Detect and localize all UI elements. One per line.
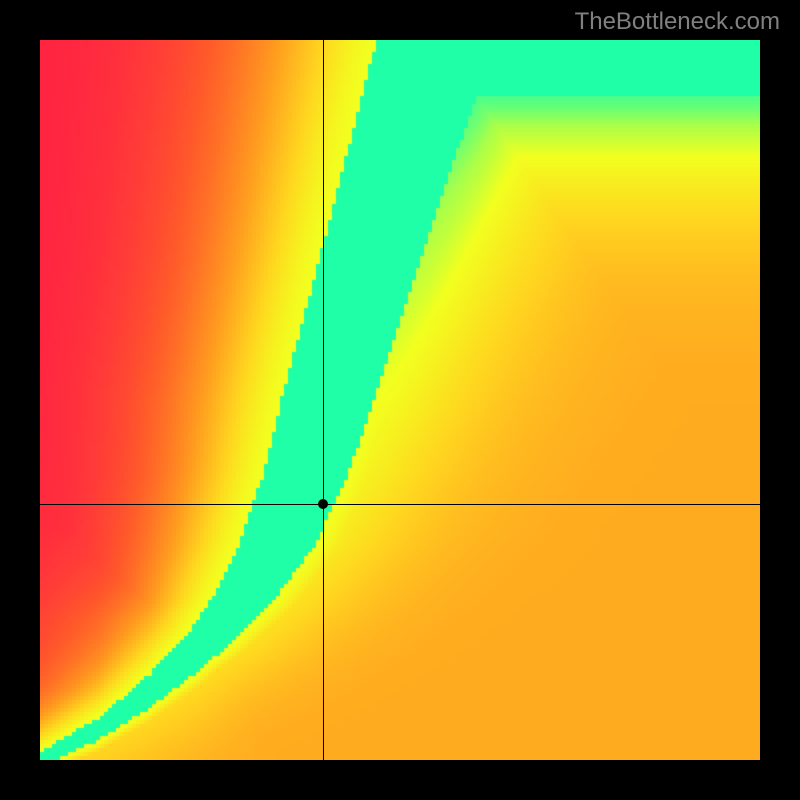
heatmap-canvas: [40, 40, 760, 760]
crosshair-horizontal: [40, 504, 760, 505]
heatmap-chart: [40, 40, 760, 760]
watermark-text: TheBottleneck.com: [575, 8, 780, 36]
crosshair-vertical: [323, 40, 324, 760]
marker-dot: [318, 499, 328, 509]
